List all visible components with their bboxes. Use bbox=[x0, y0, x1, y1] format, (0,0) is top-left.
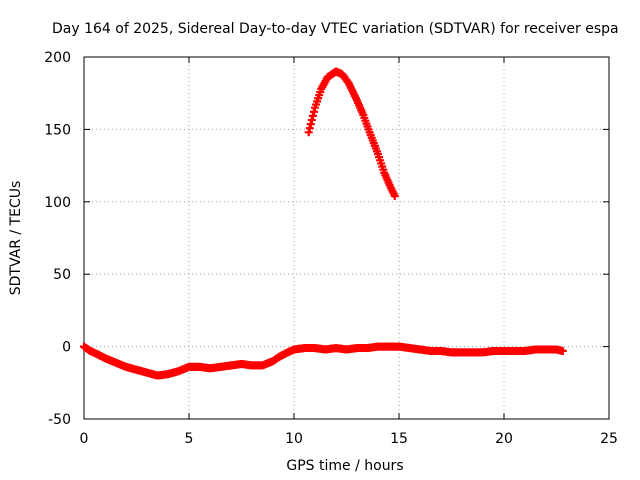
x-tick-label: 10 bbox=[285, 431, 303, 447]
y-tick-label: 150 bbox=[44, 122, 71, 138]
y-axis-label: SDTVAR / TECUs bbox=[8, 181, 24, 296]
data-point bbox=[558, 346, 567, 355]
x-tick-labels: 0 5 10 15 20 25 bbox=[80, 431, 618, 447]
x-tick-label: 20 bbox=[495, 431, 513, 447]
chart-title: Day 164 of 2025, Sidereal Day-to-day VTE… bbox=[52, 21, 619, 37]
y-tick-label: 50 bbox=[53, 267, 71, 283]
y-tick-label: -50 bbox=[48, 412, 71, 428]
series-group bbox=[304, 67, 399, 201]
x-tick-label: 0 bbox=[80, 431, 89, 447]
y-tick-labels: -50 0 50 100 150 200 bbox=[44, 50, 71, 428]
data-point bbox=[390, 192, 399, 201]
x-tick-label: 25 bbox=[600, 431, 618, 447]
series-group bbox=[80, 342, 567, 380]
y-tick-label: 0 bbox=[62, 340, 71, 356]
plot-frame bbox=[83, 56, 610, 420]
y-tick-label: 200 bbox=[44, 50, 71, 66]
x-tick-label: 15 bbox=[390, 431, 408, 447]
data-series bbox=[80, 67, 567, 380]
axis-ticks bbox=[83, 56, 610, 420]
x-tick-label: 5 bbox=[185, 431, 194, 447]
grid bbox=[84, 57, 609, 419]
x-axis-label: GPS time / hours bbox=[286, 458, 403, 474]
y-tick-label: 100 bbox=[44, 195, 71, 211]
